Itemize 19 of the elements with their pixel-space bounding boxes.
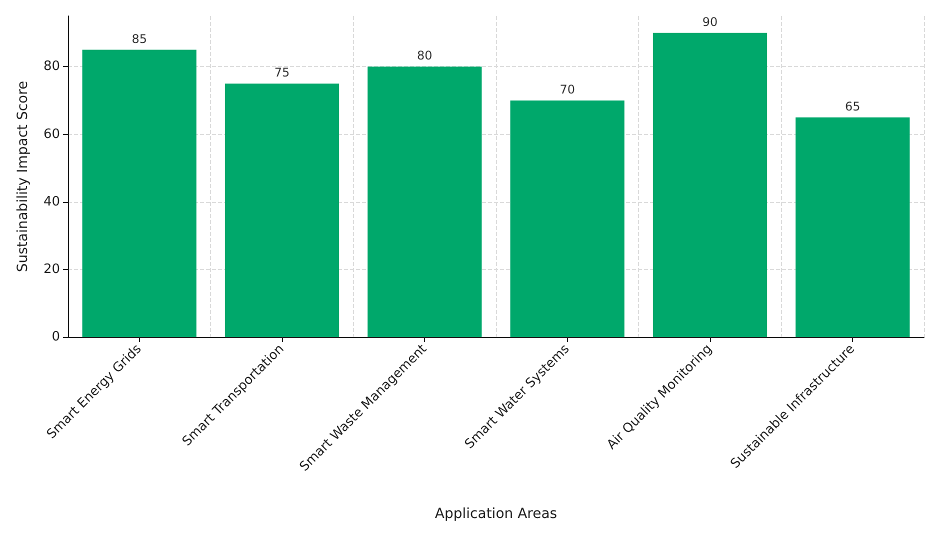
y-tick-label: 0 bbox=[52, 330, 60, 344]
y-tick-label: 60 bbox=[43, 126, 60, 142]
y-axis-title: Sustainability Impact Score bbox=[15, 80, 31, 272]
bar bbox=[796, 117, 910, 337]
y-tick-label: 40 bbox=[43, 194, 60, 210]
data-label: 85 bbox=[132, 32, 147, 46]
bar bbox=[224, 84, 340, 337]
data-label: 65 bbox=[845, 99, 860, 114]
bar bbox=[510, 100, 624, 337]
bar bbox=[652, 32, 768, 337]
bar bbox=[368, 66, 482, 337]
y-tick-label: 20 bbox=[43, 262, 60, 277]
data-label: 75 bbox=[274, 66, 290, 80]
bar bbox=[82, 50, 196, 337]
y-tick-label: 80 bbox=[43, 59, 60, 74]
data-label: 70 bbox=[560, 82, 575, 96]
x-axis-title: Application Areas bbox=[434, 506, 558, 522]
data-label: 90 bbox=[702, 14, 718, 29]
data-label: 80 bbox=[417, 48, 432, 63]
